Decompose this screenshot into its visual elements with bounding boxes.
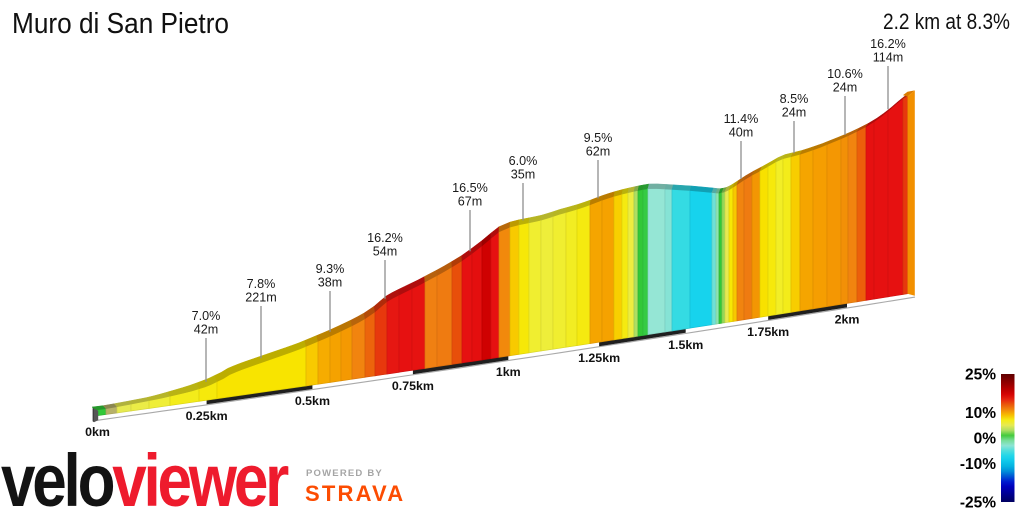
svg-text:10%: 10%	[965, 405, 996, 422]
svg-text:-10%: -10%	[960, 456, 996, 473]
svg-text:6.0%: 6.0%	[509, 154, 538, 168]
svg-text:2.2 km at 8.3%: 2.2 km at 8.3%	[883, 9, 1010, 34]
svg-text:9.3%: 9.3%	[316, 262, 345, 276]
svg-text:0%: 0%	[974, 431, 997, 448]
svg-text:7.8%: 7.8%	[247, 277, 276, 291]
svg-text:Muro di San Pietro: Muro di San Pietro	[12, 8, 229, 40]
svg-text:8.5%: 8.5%	[780, 92, 809, 106]
svg-text:16.2%: 16.2%	[367, 231, 403, 245]
svg-text:16.5%: 16.5%	[452, 181, 488, 195]
svg-text:7.0%: 7.0%	[192, 309, 221, 323]
svg-text:54m: 54m	[373, 245, 398, 259]
svg-text:24m: 24m	[833, 81, 858, 95]
svg-text:10.6%: 10.6%	[827, 67, 863, 81]
svg-text:veloviewer: veloviewer	[1, 439, 289, 512]
svg-text:67m: 67m	[458, 195, 483, 209]
svg-text:25%: 25%	[965, 367, 996, 384]
svg-text:1.5km: 1.5km	[668, 338, 703, 352]
svg-text:24m: 24m	[782, 106, 807, 120]
svg-text:114m: 114m	[873, 51, 904, 65]
svg-text:1.75km: 1.75km	[747, 325, 789, 339]
svg-text:35m: 35m	[511, 168, 536, 182]
svg-text:38m: 38m	[318, 276, 343, 290]
svg-text:62m: 62m	[586, 145, 611, 159]
svg-text:POWERED BY: POWERED BY	[306, 468, 383, 479]
svg-text:42m: 42m	[194, 323, 219, 337]
svg-text:2km: 2km	[835, 312, 860, 326]
svg-text:9.5%: 9.5%	[584, 131, 613, 145]
svg-text:STRAVA: STRAVA	[305, 481, 405, 506]
svg-text:0.25km: 0.25km	[186, 409, 228, 423]
svg-text:-25%: -25%	[960, 495, 996, 512]
svg-text:221m: 221m	[245, 291, 277, 305]
svg-text:1.25km: 1.25km	[578, 351, 620, 365]
svg-text:0.75km: 0.75km	[392, 379, 434, 393]
svg-text:0.5km: 0.5km	[295, 394, 330, 408]
svg-text:16.2%: 16.2%	[870, 37, 906, 51]
svg-text:0km: 0km	[85, 425, 110, 439]
svg-text:40m: 40m	[729, 126, 754, 140]
svg-text:1km: 1km	[496, 365, 521, 379]
svg-text:11.4%: 11.4%	[724, 112, 759, 126]
